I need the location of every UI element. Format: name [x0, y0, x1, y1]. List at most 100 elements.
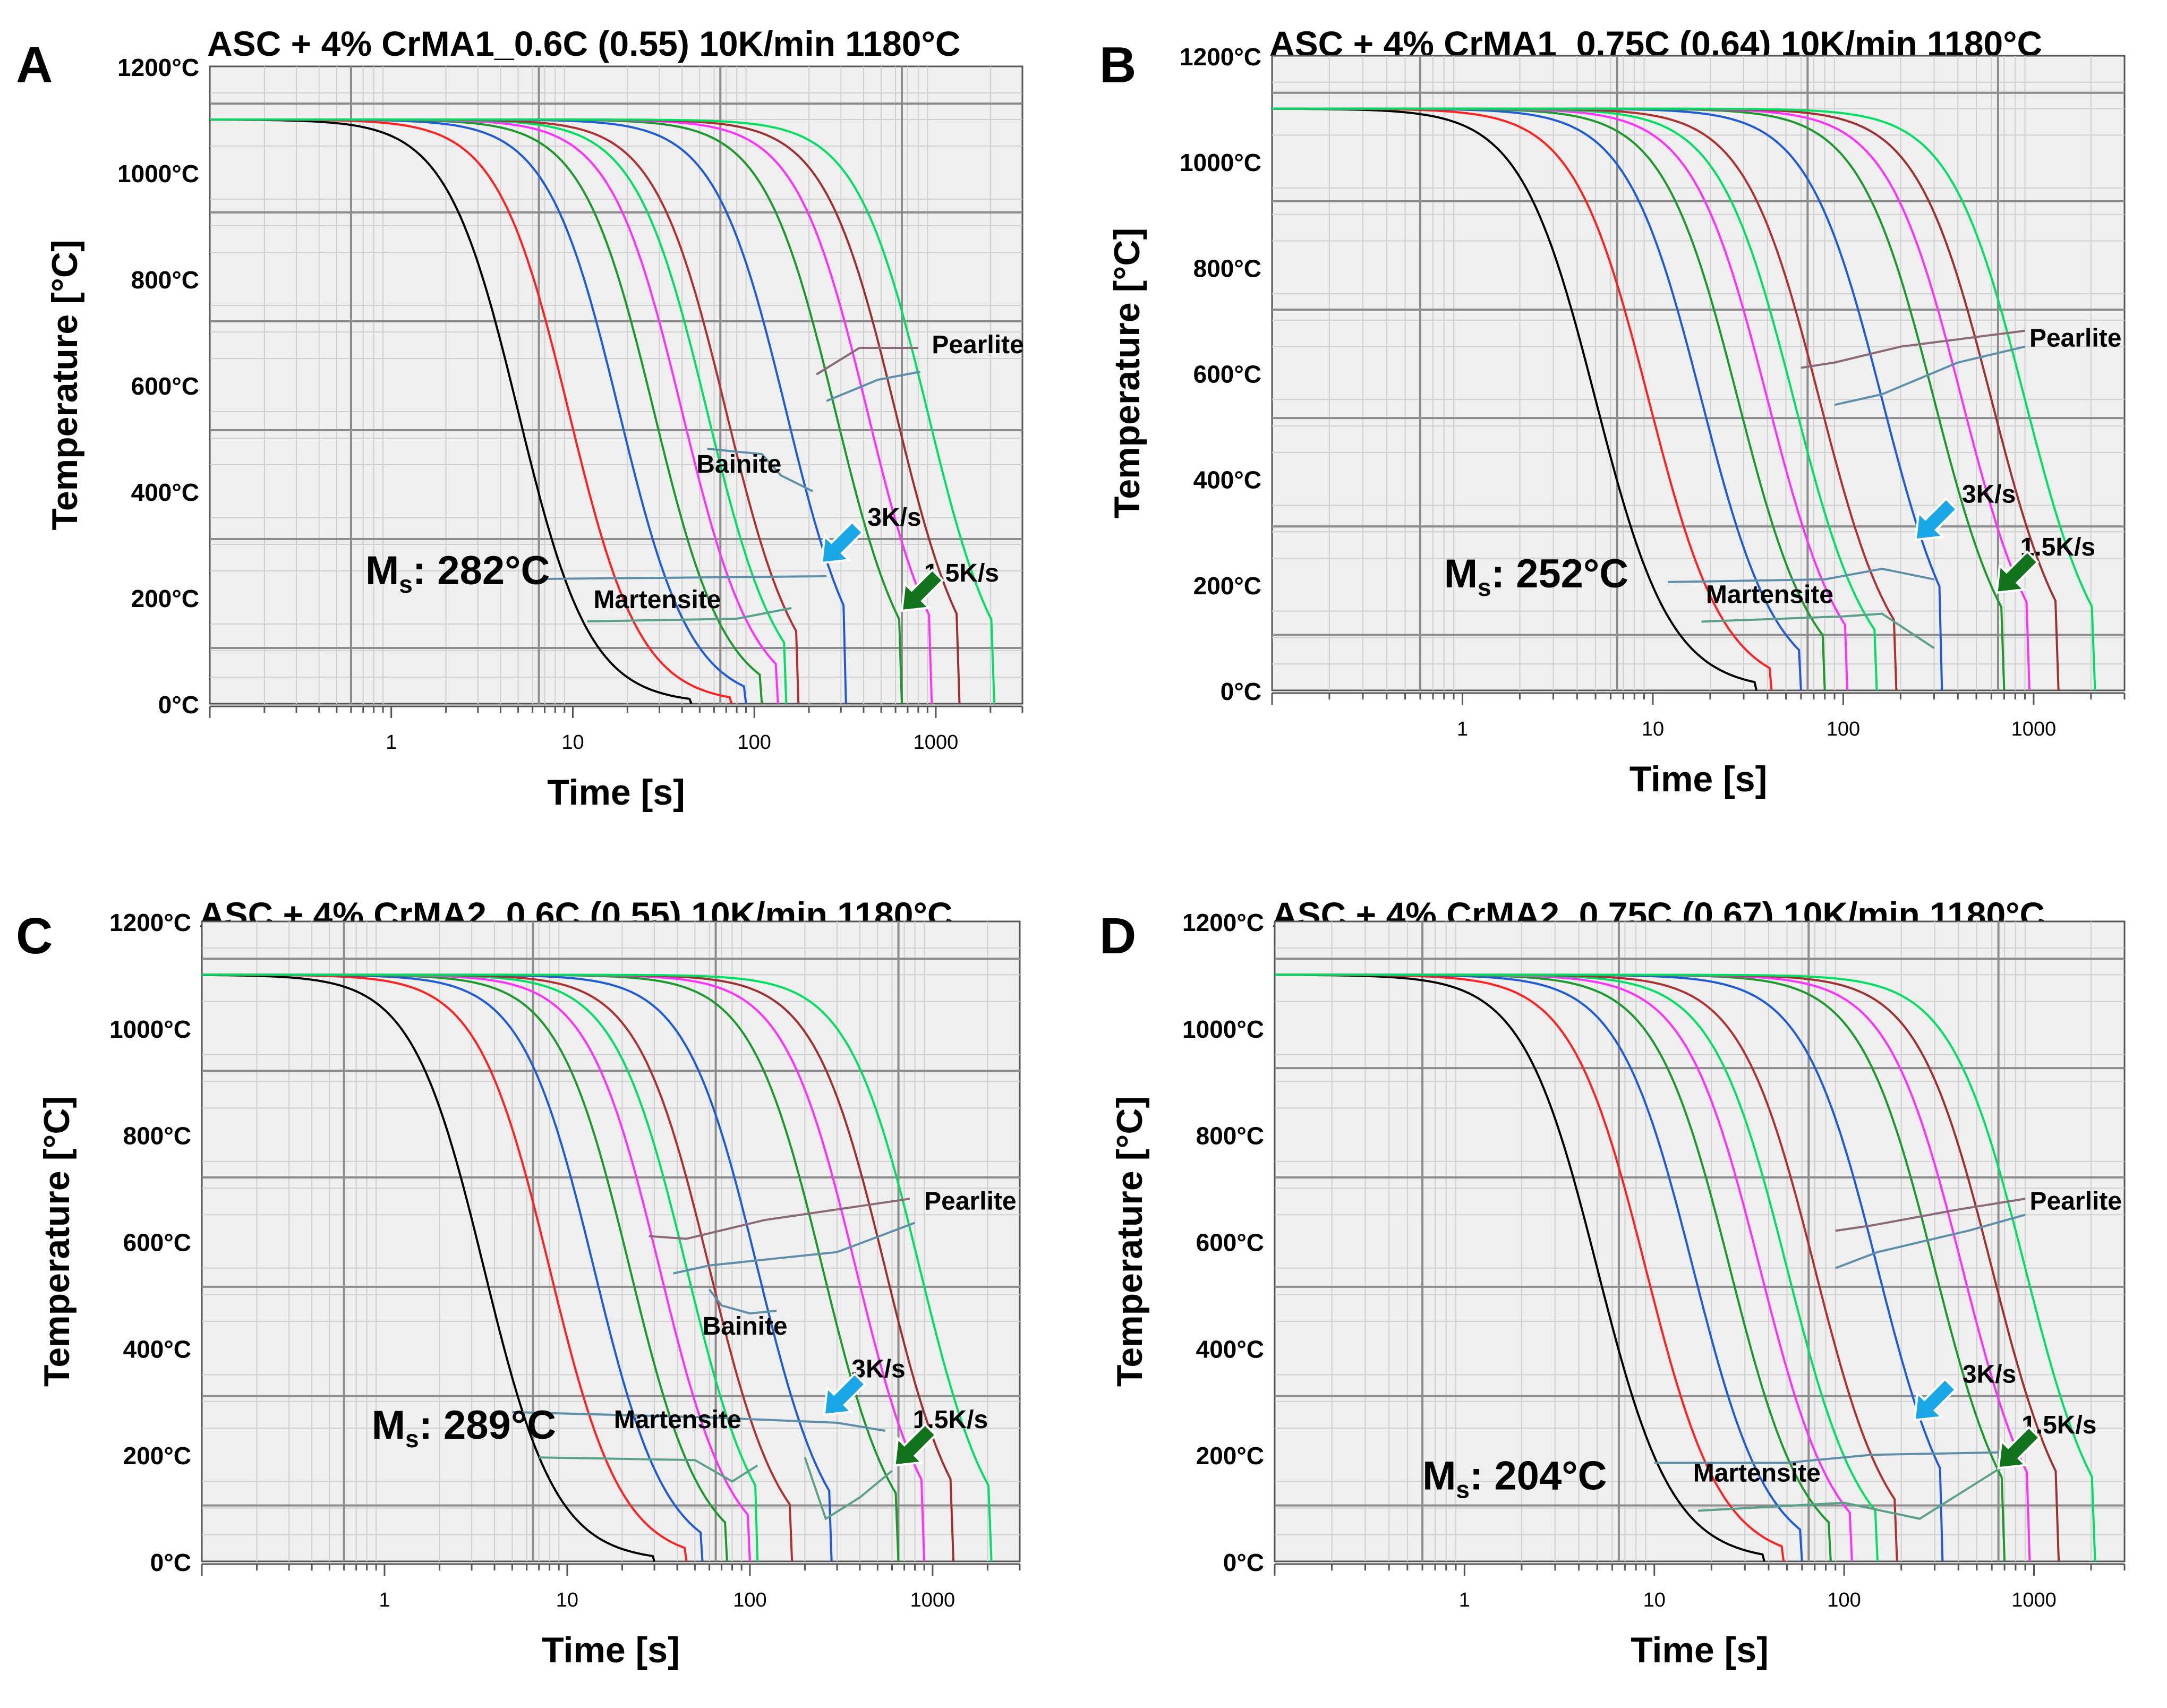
y-tick-label: 800°C — [131, 266, 199, 294]
x-tick-label: 1000 — [910, 1589, 955, 1611]
arrow-icon-1-5ks — [893, 1423, 937, 1467]
arrow-icon-1-5ks — [1997, 1425, 2041, 1470]
bainite-label: Bainite — [696, 450, 781, 479]
transformation-lines — [544, 347, 920, 622]
transformation-line — [816, 347, 918, 375]
ms-symbol: M — [1422, 1453, 1456, 1498]
panel-label: B — [1099, 37, 1136, 93]
martensite-label: Martensite — [1693, 1459, 1821, 1487]
y-tick-label: 600°C — [1196, 1229, 1264, 1257]
x-axis-title: Time [s] — [1631, 1630, 1768, 1670]
arrow-shape — [820, 520, 864, 565]
cooling-curve-series — [1275, 973, 2096, 1562]
minor-grid — [210, 66, 1022, 704]
y-tick-label: 1000°C — [1180, 149, 1261, 176]
transformation-line — [1701, 612, 1935, 649]
y-tick-label: 400°C — [1193, 466, 1261, 494]
transformation-line — [649, 1198, 910, 1240]
y-axis-title: Temperature [°C] — [37, 1096, 77, 1387]
cooling-curve-series — [210, 118, 996, 704]
cooling-curves — [1272, 107, 2096, 691]
pearlite-label: Pearlite — [2029, 324, 2121, 353]
arrow-shape — [900, 568, 944, 612]
y-tick-label: 1200°C — [1182, 909, 1264, 936]
transformation-line — [1835, 1198, 2026, 1232]
y-tick-label: 0°C — [158, 691, 199, 719]
ms-subscript: s — [399, 570, 413, 598]
arrow-shape — [1995, 550, 2040, 594]
martensite-label: Martensite — [593, 586, 721, 614]
transformation-line — [1668, 567, 1934, 583]
y-tick-label: 0°C — [150, 1549, 191, 1576]
y-tick-label: 200°C — [1193, 572, 1261, 600]
x-tick-label: 1000 — [2011, 1589, 2057, 1611]
transformation-line — [826, 371, 920, 402]
transformation-line — [512, 1411, 885, 1432]
transformation-line — [1801, 329, 2025, 369]
major-grid — [210, 66, 1022, 704]
y-tick-label: 200°C — [131, 585, 199, 612]
y-tick-label: 400°C — [1196, 1335, 1264, 1363]
y-tick-label: 600°C — [1193, 361, 1261, 388]
ms-subscript: s — [1478, 574, 1491, 601]
chart-panel-C: C ASC + 4% CrMA2_0.6C (0.55) 10K/min 1180… — [16, 895, 1021, 1670]
y-tick-label: 1200°C — [109, 909, 191, 936]
transformation-line — [804, 1457, 893, 1521]
ms-symbol: M — [365, 548, 399, 593]
x-tick-label: 1000 — [914, 731, 959, 754]
chart-title: ASC + 4% CrMA1_0.6C (0.55) 10K/min 1180°… — [207, 24, 961, 63]
ms-value: : 252°C — [1491, 551, 1629, 596]
ms-symbol: M — [1444, 551, 1478, 596]
cooling-curve-series — [1272, 107, 2096, 691]
transformation-line — [707, 448, 814, 492]
transformation-line — [587, 607, 792, 622]
chart-panel-A: A ASC + 4% CrMA1_0.6C (0.55) 10K/min 1180… — [16, 24, 1024, 813]
3k-s-label: 3K/s — [1962, 480, 2016, 508]
ms-value: : 204°C — [1470, 1453, 1607, 1498]
ms-symbol: M — [372, 1403, 405, 1448]
pearlite-label: Pearlite — [932, 331, 1023, 359]
x-tick-label: 100 — [1827, 1589, 1861, 1611]
major-grid — [1275, 921, 2125, 1561]
x-tick-label: 1000 — [2011, 718, 2057, 740]
cooling-curves — [209, 118, 996, 704]
x-axis-title: Time [s] — [1629, 759, 1767, 799]
x-axis-title: Time [s] — [542, 1630, 679, 1670]
x-tick-label: 100 — [733, 1589, 766, 1611]
arrow-shape — [1997, 1425, 2041, 1470]
ms-temperature-label: Ms: 204°C — [1422, 1453, 1607, 1503]
chart-panel-D: D ASC + 4% CrMA2_0.75C (0.67) 10K/min 118… — [1099, 895, 2126, 1670]
arrow-icon-3ks — [823, 1372, 867, 1416]
x-tick-label: 1 — [1457, 718, 1468, 740]
y-tick-label: 400°C — [123, 1335, 191, 1363]
ms-value: : 289°C — [419, 1403, 557, 1448]
y-tick-label: 400°C — [131, 479, 199, 506]
arrow-shape — [823, 1372, 867, 1416]
ms-subscript: s — [1456, 1475, 1470, 1503]
pearlite-label: Pearlite — [2030, 1187, 2122, 1215]
ms-value: : 282°C — [413, 548, 550, 593]
arrow-icon-1-5ks — [1995, 550, 2040, 594]
y-tick-label: 600°C — [131, 372, 199, 400]
cooling-curves — [1275, 973, 2096, 1562]
transformation-line — [709, 1288, 777, 1315]
martensite-label: Martensite — [1706, 581, 1833, 609]
plot-area — [201, 920, 1021, 1562]
y-tick-label: 1000°C — [1182, 1015, 1264, 1043]
transformation-lines — [1668, 329, 2026, 649]
y-tick-label: 200°C — [1196, 1442, 1264, 1470]
transformation-line — [672, 1222, 916, 1275]
y-tick-label: 0°C — [1223, 1549, 1264, 1576]
cooling-curves — [202, 973, 993, 1562]
martensite-label: Martensite — [614, 1406, 741, 1434]
panel-label: A — [16, 37, 53, 93]
cooling-curve-series — [202, 973, 656, 1562]
transformation-lines — [512, 1198, 916, 1521]
3k-s-label: 3K/s — [867, 503, 921, 532]
transformation-line — [1654, 1451, 2016, 1464]
transformation-line — [1835, 1214, 2026, 1269]
bainite-label: Bainite — [703, 1312, 788, 1340]
y-tick-label: 1000°C — [109, 1015, 191, 1043]
y-tick-label: 1200°C — [117, 54, 199, 81]
arrow-shape — [1913, 1377, 1957, 1422]
